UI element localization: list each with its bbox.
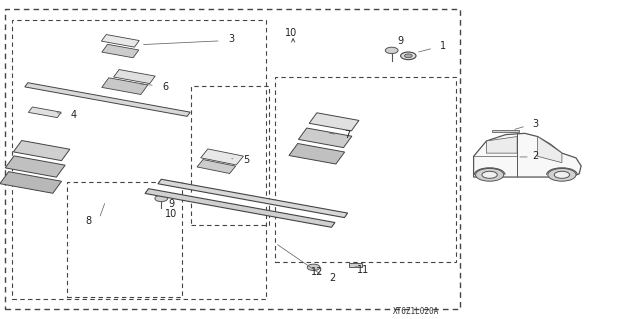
Text: 2: 2 [532,151,538,161]
Ellipse shape [307,264,320,271]
Polygon shape [197,160,236,174]
Ellipse shape [385,47,398,54]
Polygon shape [25,83,190,116]
Polygon shape [158,179,348,218]
Polygon shape [349,263,362,267]
Text: 10: 10 [285,28,298,39]
Polygon shape [101,34,140,47]
Text: 1: 1 [440,41,446,51]
Polygon shape [492,130,519,132]
Text: 8: 8 [85,216,92,226]
Bar [67,182,182,297]
Text: 9: 9 [397,36,403,47]
Text: 2: 2 [330,273,336,283]
Polygon shape [486,137,517,153]
Text: 4: 4 [70,110,77,121]
Text: 11: 11 [357,264,370,275]
Text: 3: 3 [228,34,235,44]
Polygon shape [0,172,61,193]
Polygon shape [102,78,148,94]
Ellipse shape [155,195,168,202]
Ellipse shape [476,168,504,181]
Ellipse shape [404,54,412,58]
Text: 9: 9 [168,198,175,209]
Bar [275,77,456,262]
Text: 3: 3 [532,119,538,130]
Polygon shape [298,128,352,148]
Polygon shape [114,70,155,84]
Bar [191,86,269,225]
Polygon shape [201,149,243,165]
Ellipse shape [554,171,570,178]
Polygon shape [309,113,359,131]
Polygon shape [538,137,562,163]
Ellipse shape [401,52,416,60]
Polygon shape [5,156,65,177]
Text: 7: 7 [344,130,350,140]
Bar [5,9,460,309]
Polygon shape [102,44,139,58]
Polygon shape [474,133,581,177]
Text: 10: 10 [165,209,178,219]
Text: 12: 12 [310,267,323,277]
Polygon shape [13,140,70,161]
Ellipse shape [482,171,497,178]
Bar [12,20,266,299]
Polygon shape [145,189,335,227]
Polygon shape [289,144,344,164]
Text: 5: 5 [243,155,250,165]
Polygon shape [28,107,61,118]
Text: 6: 6 [162,82,168,92]
Ellipse shape [548,168,576,181]
Text: XT6Z1L020A: XT6Z1L020A [393,307,439,315]
